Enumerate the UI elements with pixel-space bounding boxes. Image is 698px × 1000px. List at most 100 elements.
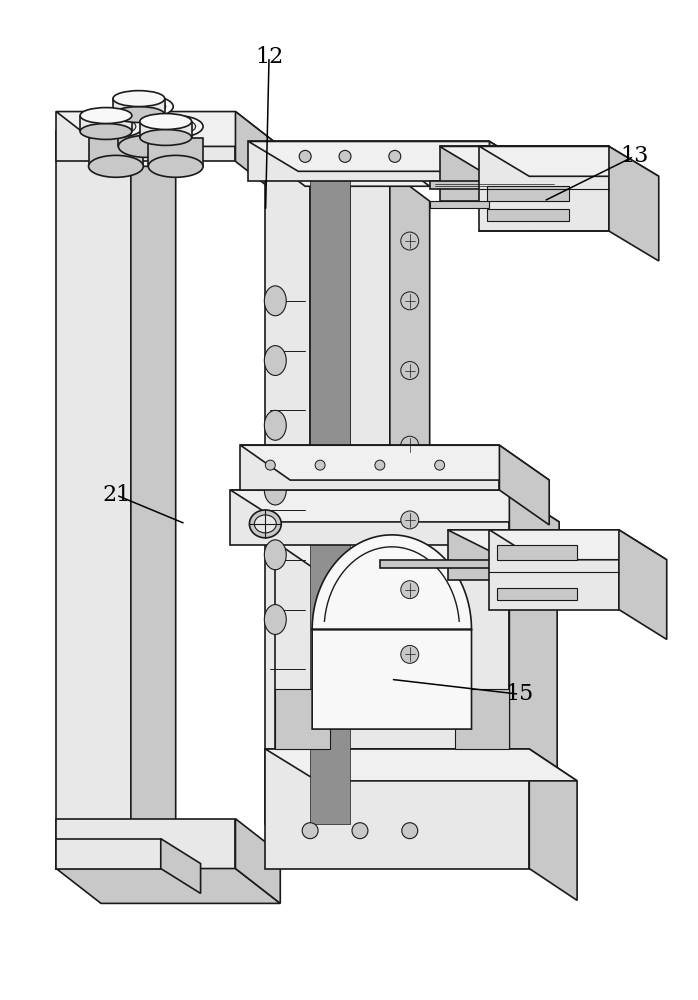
Polygon shape [480,146,609,231]
Circle shape [401,232,419,250]
Circle shape [401,511,419,529]
Polygon shape [487,209,569,221]
Polygon shape [265,749,577,781]
Polygon shape [430,201,489,208]
Circle shape [401,581,419,599]
Polygon shape [380,560,519,568]
Polygon shape [230,490,559,522]
Ellipse shape [80,124,132,139]
Polygon shape [56,112,235,161]
Polygon shape [240,445,549,480]
Polygon shape [265,156,310,824]
Ellipse shape [265,475,286,505]
Circle shape [352,823,368,839]
Polygon shape [489,141,540,211]
Polygon shape [430,181,559,189]
Text: 15: 15 [505,683,533,705]
Polygon shape [510,542,557,781]
Polygon shape [489,530,619,610]
Polygon shape [56,112,281,146]
Circle shape [459,150,470,162]
Polygon shape [119,119,173,146]
Polygon shape [56,819,235,869]
Polygon shape [390,171,430,834]
Polygon shape [248,141,489,181]
Ellipse shape [265,346,286,375]
Ellipse shape [113,107,165,123]
Ellipse shape [148,155,203,177]
Circle shape [401,645,419,663]
Polygon shape [56,131,176,166]
Polygon shape [529,749,577,900]
Polygon shape [265,156,430,186]
Polygon shape [310,156,350,854]
Ellipse shape [254,515,276,533]
Polygon shape [275,689,330,749]
Circle shape [402,823,417,839]
Polygon shape [312,535,472,729]
Polygon shape [275,542,557,575]
Polygon shape [113,99,165,115]
Polygon shape [56,839,161,869]
Circle shape [339,150,351,162]
Text: 13: 13 [620,145,648,167]
Polygon shape [498,530,537,605]
Polygon shape [131,131,176,903]
Polygon shape [440,146,529,176]
Polygon shape [230,490,510,545]
Ellipse shape [265,286,286,316]
Ellipse shape [249,510,281,538]
Ellipse shape [265,410,286,440]
Polygon shape [310,171,350,824]
Circle shape [435,460,445,470]
Ellipse shape [89,116,143,137]
Polygon shape [56,869,281,903]
Text: 12: 12 [255,46,283,68]
Ellipse shape [148,116,203,137]
Polygon shape [350,171,390,804]
Polygon shape [489,146,529,231]
Polygon shape [440,146,489,201]
Circle shape [302,823,318,839]
Polygon shape [447,530,537,555]
Polygon shape [240,445,499,490]
Polygon shape [248,141,540,171]
Polygon shape [89,138,143,166]
Polygon shape [499,445,549,525]
Circle shape [401,436,419,454]
Polygon shape [489,530,667,560]
Polygon shape [498,588,577,600]
Circle shape [401,362,419,379]
Polygon shape [510,490,559,577]
Polygon shape [235,819,281,903]
Polygon shape [161,839,200,893]
Polygon shape [148,138,203,166]
Polygon shape [56,131,131,869]
Circle shape [315,460,325,470]
Polygon shape [80,116,132,131]
Circle shape [389,150,401,162]
Ellipse shape [80,108,132,124]
Ellipse shape [156,119,195,134]
Ellipse shape [96,119,136,134]
Polygon shape [619,530,667,639]
Text: 21: 21 [102,484,131,506]
Ellipse shape [140,114,192,129]
Polygon shape [480,146,659,176]
Ellipse shape [113,91,165,107]
Circle shape [299,150,311,162]
Polygon shape [454,689,510,749]
Polygon shape [140,122,192,137]
Circle shape [401,292,419,310]
Ellipse shape [265,540,286,570]
Ellipse shape [119,135,173,157]
Polygon shape [447,530,498,580]
Polygon shape [265,749,529,869]
Ellipse shape [119,96,173,118]
Ellipse shape [89,155,143,177]
Ellipse shape [265,605,286,634]
Circle shape [265,460,275,470]
Ellipse shape [126,99,165,115]
Ellipse shape [140,129,192,145]
Circle shape [375,460,385,470]
